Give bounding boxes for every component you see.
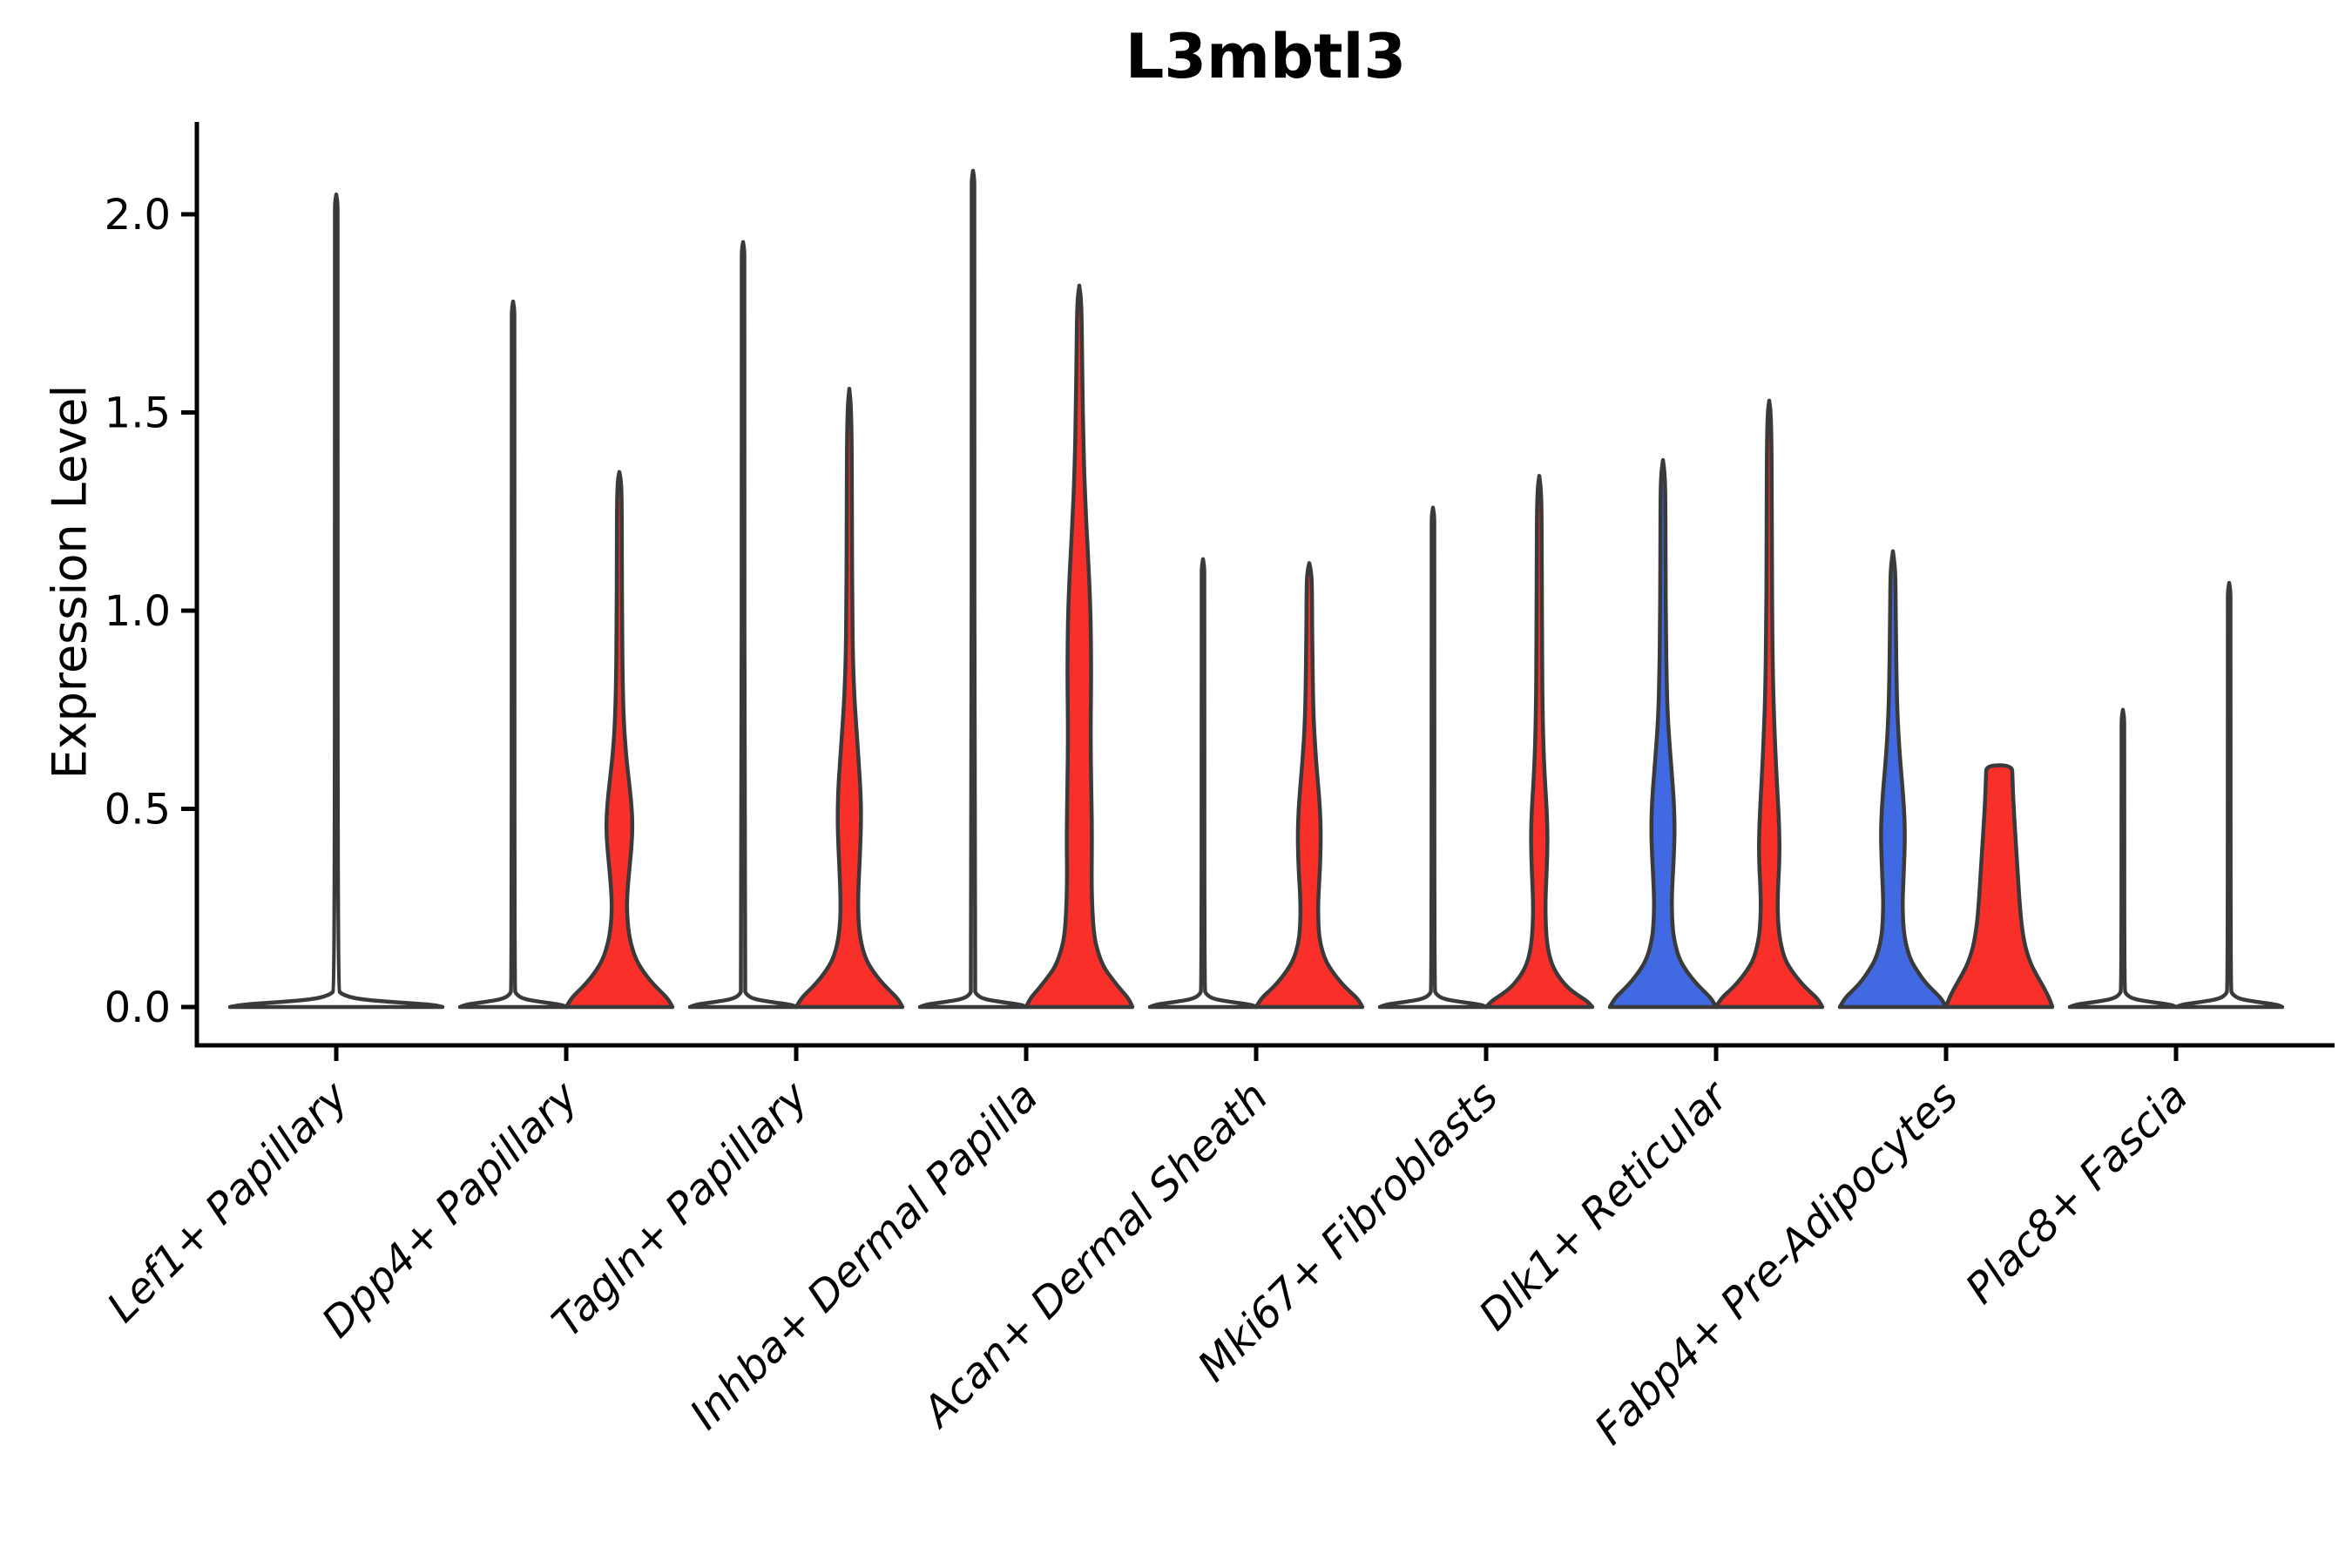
violin-inhba-dermal-papilla-right — [1024, 283, 1135, 1010]
violin-tagln-papillary-right — [794, 386, 905, 1010]
violin-tagln-papillary-left — [687, 240, 799, 1010]
violin-lef1-papillary-full — [227, 193, 445, 1010]
x-tick-label-plac8-fascia: Plac8+ Fascia — [1957, 1072, 2198, 1314]
x-tick-label-dlk1-reticular: Dlk1+ Reticular — [1470, 1071, 1740, 1341]
violin-fabp4-pre-adipocytes-right — [1943, 763, 2055, 1010]
violin-dlk1-reticular-right — [1713, 398, 1825, 1010]
x-tick-label-dpp4-papillary: Dpp4+ Papillary — [313, 1071, 588, 1347]
y-tick-label: 1.5 — [105, 389, 171, 438]
violins — [227, 168, 2285, 1010]
violin-mki67-fibroblasts-right — [1484, 474, 1595, 1010]
chart-title: L3mbtl3 — [1125, 21, 1407, 92]
violin-plac8-fascia-left — [2067, 707, 2179, 1010]
y-tick-label: 2.0 — [105, 191, 171, 240]
x-tick-label-lef1-papillary: Lef1+ Papillary — [98, 1071, 358, 1332]
x-tick-label-tagln-papillary: Tagln+ Papillary — [543, 1071, 818, 1347]
y-tick-label: 0.5 — [105, 786, 171, 835]
violin-fabp4-pre-adipocytes-left — [1837, 549, 1949, 1010]
x-tick-label-fabp4-pre-adipocytes: Fabp4+ Pre-Adipocytes — [1585, 1072, 1968, 1455]
violin-dpp4-papillary-right — [564, 470, 675, 1010]
violin-mki67-fibroblasts-left — [1377, 505, 1489, 1010]
violin-plac8-fascia-right — [2173, 580, 2285, 1010]
violin-dlk1-reticular-left — [1607, 457, 1719, 1010]
violin-inhba-dermal-papilla-left — [917, 168, 1029, 1010]
y-tick-label: 0.0 — [105, 983, 171, 1032]
violin-dpp4-papillary-left — [457, 299, 569, 1010]
violin-acan-dermal-sheath-left — [1147, 557, 1259, 1010]
axes — [194, 122, 2335, 1048]
violin-acan-dermal-sheath-right — [1254, 561, 1365, 1010]
y-tick-label: 1.0 — [105, 587, 171, 636]
y-axis-ticks: 0.0 0.5 1.0 1.5 2.0 — [105, 191, 197, 1032]
